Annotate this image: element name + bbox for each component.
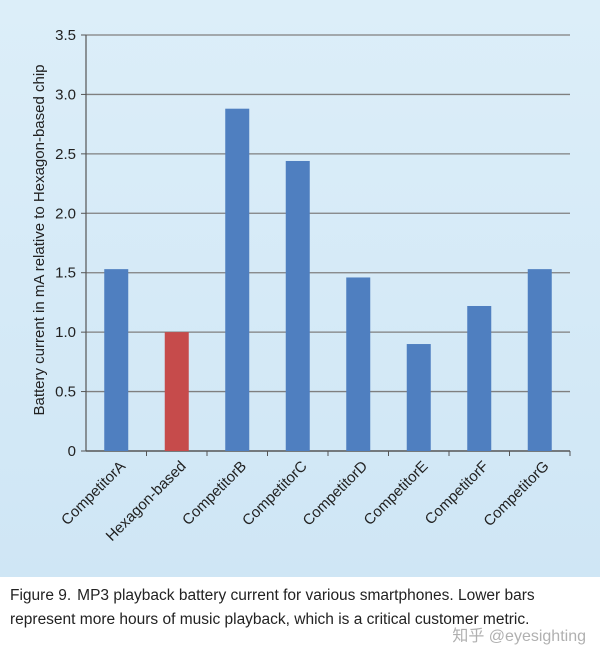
- y-tick-label: 3.5: [55, 27, 76, 44]
- bar-hexagon-based: [164, 332, 189, 451]
- watermark: 知乎 @eyesighting: [452, 628, 586, 645]
- x-tick-label: CompetitorG: [480, 458, 552, 530]
- y-tick-label: 1.5: [55, 265, 76, 282]
- y-axis-label: Battery current in mA relative to Hexago…: [31, 64, 48, 415]
- bar-competitorc: [285, 160, 310, 451]
- y-tick-label: 3.0: [55, 86, 76, 103]
- x-tick-label: CompetitorD: [300, 458, 372, 530]
- bar-competitord: [346, 277, 371, 451]
- bar-competitorf: [467, 305, 492, 451]
- bar-competitora: [104, 269, 129, 451]
- y-tick-label: 2.5: [55, 146, 76, 163]
- caption-label: Figure 9.: [10, 587, 72, 604]
- y-tick-label: 0.5: [55, 384, 76, 401]
- y-tick-label: 2.0: [55, 205, 76, 222]
- y-tick-label: 1.0: [55, 324, 76, 341]
- grid-lines: [81, 34, 570, 452]
- bar-competitore: [406, 344, 431, 451]
- y-tick-labels: 0 0.5 1.0 1.5 2.0 2.5 3.0 3.5: [55, 27, 76, 460]
- bar-competitorb: [225, 108, 250, 451]
- caption-text: MP3 playback battery current for various…: [10, 587, 535, 628]
- x-tick-labels: CompetitorAHexagon-basedCompetitorBCompe…: [58, 451, 571, 545]
- figure-caption: Figure 9. MP3 playback battery current fo…: [10, 584, 590, 632]
- bar-chart: 0 0.5 1.0 1.5 2.0 2.5 3.0 3.5 CompetitorAHexago…: [31, 27, 571, 545]
- bar-competitorg: [527, 269, 552, 451]
- y-tick-label: 0: [68, 443, 76, 460]
- x-tick-label: CompetitorE: [361, 458, 432, 529]
- bars: [104, 108, 552, 451]
